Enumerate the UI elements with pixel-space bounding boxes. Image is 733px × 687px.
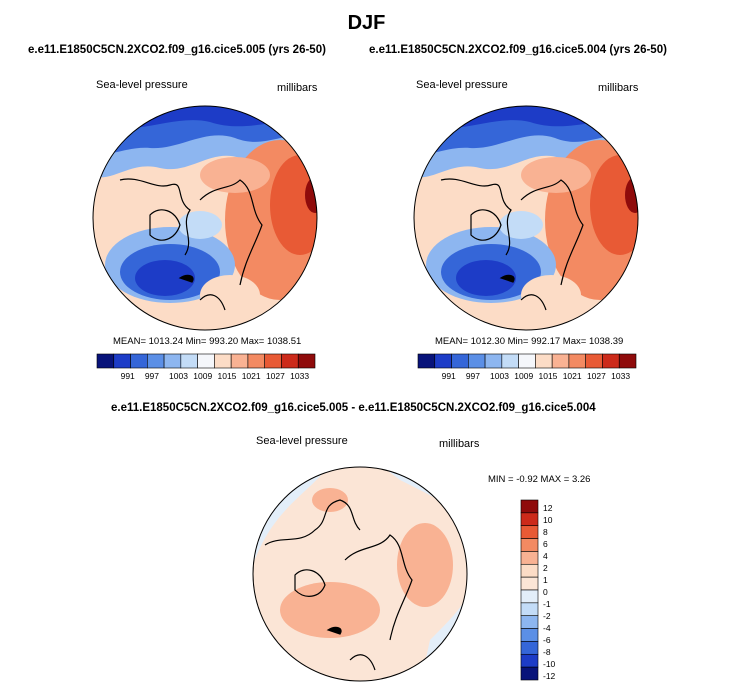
- left-colorbar-ticks: 991 997 1003 1009 1015 1021 1027 1033: [97, 371, 315, 383]
- colorbar-tick-label: 991: [441, 371, 456, 381]
- colorbar-swatch: [520, 499, 539, 514]
- diff-stats: MIN = -0.92 MAX = 3.26: [488, 474, 591, 485]
- colorbar-tick-label: 1033: [290, 371, 310, 381]
- right-coastlines: [440, 178, 584, 311]
- colorbar-tick-label: 1: [543, 575, 548, 585]
- diff-coastlines: [264, 499, 413, 671]
- left-stats: MEAN= 1013.24 Min= 993.20 Max= 1038.51: [113, 336, 302, 347]
- colorbar-swatch: [520, 538, 539, 552]
- diff-title: e.e11.E1850C5CN.2XCO2.f09_g16.cice5.005 …: [111, 402, 596, 414]
- colorbar-tick-label: -1: [543, 599, 551, 609]
- colorbar-swatch: [230, 353, 249, 369]
- colorbar-tick-label: 1003: [169, 371, 188, 381]
- colorbar-swatch: [520, 589, 539, 604]
- colorbar-swatch: [518, 353, 536, 369]
- colorbar-swatch: [520, 563, 539, 578]
- colorbar-swatch: [468, 353, 486, 369]
- colorbar-tick-label: 12: [543, 503, 553, 513]
- colorbar-tick-label: -8: [543, 647, 551, 657]
- diff-field: [253, 467, 467, 681]
- colorbar-tick-label: 4: [543, 551, 548, 561]
- right-stats: MEAN= 1012.30 Min= 992.17 Max= 1038.39: [435, 336, 624, 347]
- colorbar-swatch: [520, 512, 539, 527]
- colorbar-swatch: [520, 525, 539, 539]
- colorbar-tick-label: -12: [543, 671, 556, 681]
- colorbar-swatch: [520, 602, 539, 617]
- colorbar-tick-label: 1027: [586, 371, 606, 381]
- colorbar-swatch: [197, 353, 215, 369]
- colorbar-swatch: [501, 353, 519, 369]
- colorbar-swatch: [520, 576, 539, 591]
- colorbar-swatch: [113, 353, 131, 369]
- colorbar-tick-label: 1021: [562, 371, 582, 381]
- colorbar-swatch: [535, 353, 553, 369]
- colorbar-tick-label: 2: [543, 563, 548, 573]
- colorbar-tick-label: 1015: [538, 371, 558, 381]
- colorbar-swatch: [96, 353, 115, 369]
- colorbar-tick-label: -2: [543, 611, 551, 621]
- colorbar-tick-label: 1027: [265, 371, 285, 381]
- left-units-label: millibars: [277, 82, 318, 94]
- colorbar-swatch: [520, 641, 539, 655]
- right-variable-label: Sea-level pressure: [416, 79, 508, 91]
- colorbar-swatch: [602, 353, 620, 369]
- colorbar-tick-label: -4: [543, 623, 551, 633]
- colorbar-swatch: [434, 353, 452, 369]
- diff-colorbar-ticks: 12 10 8 6 4 2 1 0 -1 -2 -4 -6 -8 -10 -12: [543, 500, 573, 681]
- left-variable-label: Sea-level pressure: [96, 79, 188, 91]
- case-b-title: e.e11.E1850C5CN.2XCO2.f09_g16.cice5.004 …: [369, 44, 667, 56]
- colorbar-swatch: [214, 353, 232, 369]
- colorbar-tick-label: 1015: [217, 371, 237, 381]
- colorbar-swatch: [163, 353, 182, 369]
- colorbar-swatch: [130, 353, 148, 369]
- colorbar-tick-label: 1033: [611, 371, 631, 381]
- colorbar-swatch: [520, 628, 539, 642]
- right-units-label: millibars: [598, 82, 639, 94]
- colorbar-swatch: [297, 353, 316, 369]
- colorbar-tick-label: 997: [465, 371, 481, 381]
- colorbar-swatch: [247, 353, 265, 369]
- colorbar-swatch: [281, 353, 299, 369]
- colorbar-swatch: [551, 353, 570, 369]
- colorbar-tick-label: 8: [543, 527, 548, 537]
- colorbar-tick-label: 1009: [193, 371, 213, 381]
- colorbar-tick-label: -6: [543, 635, 551, 645]
- colorbar-swatch: [568, 353, 586, 369]
- colorbar-swatch: [520, 666, 539, 681]
- colorbar-swatch: [264, 353, 282, 369]
- right-colorbar-ticks: 991 997 1003 1009 1015 1021 1027 1033: [418, 371, 636, 383]
- colorbar-swatch: [484, 353, 503, 369]
- right-colorbar: [417, 353, 637, 369]
- colorbar-swatch: [585, 353, 603, 369]
- diff-variable-label: Sea-level pressure: [256, 435, 348, 447]
- right-field: [414, 106, 638, 330]
- colorbar-tick-label: -10: [543, 659, 556, 669]
- colorbar-swatch: [520, 653, 539, 668]
- colorbar-tick-label: 10: [543, 515, 553, 525]
- colorbar-swatch: [520, 551, 539, 565]
- colorbar-tick-label: 0: [543, 587, 548, 597]
- colorbar-tick-label: 1003: [490, 371, 509, 381]
- colorbar-swatch: [520, 615, 539, 629]
- left-field: [93, 106, 317, 330]
- left-coastlines: [119, 178, 263, 311]
- colorbar-tick-label: 1009: [514, 371, 534, 381]
- colorbar-swatch: [618, 353, 637, 369]
- colorbar-swatch: [147, 353, 165, 369]
- colorbar-tick-label: 997: [144, 371, 160, 381]
- main-title: DJF: [347, 12, 386, 34]
- colorbar-tick-label: 991: [120, 371, 135, 381]
- colorbar-tick-label: 6: [543, 539, 548, 549]
- case-a-title: e.e11.E1850C5CN.2XCO2.f09_g16.cice5.005 …: [28, 44, 326, 56]
- colorbar-swatch: [180, 353, 198, 369]
- colorbar-tick-label: 1021: [241, 371, 261, 381]
- colorbar-swatch: [417, 353, 436, 369]
- colorbar-swatch: [451, 353, 469, 369]
- diff-units-label: millibars: [439, 438, 480, 450]
- diff-colorbar: [520, 499, 539, 681]
- left-colorbar: [96, 353, 316, 369]
